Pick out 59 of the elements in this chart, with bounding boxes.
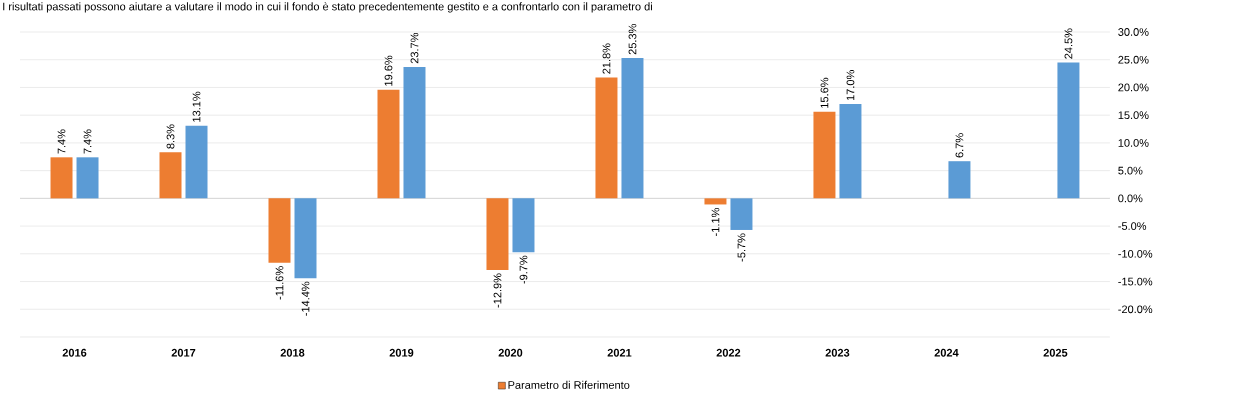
chart-title: I risultati passati possono aiutare a valutare il modo in cui il fondo è stato precedentemente gestito e a confrontarlo con il parametro di <box>3 2 652 13</box>
x-tick-label: 2020 <box>498 348 523 357</box>
bar <box>50 157 73 199</box>
x-tick-label: 2022 <box>716 348 741 357</box>
x-tick-label: 2025 <box>1043 348 1068 357</box>
data-label: -14.4% <box>301 281 310 316</box>
bar <box>512 198 535 253</box>
y-tick-label: 0.0% <box>1118 194 1143 203</box>
x-tick-label: 2018 <box>280 348 305 357</box>
x-tick-label: 2023 <box>825 348 850 357</box>
bar <box>268 198 291 263</box>
bar <box>294 198 317 279</box>
bar <box>839 104 862 199</box>
bar <box>377 89 400 199</box>
data-label: 23.7% <box>410 32 419 64</box>
x-tick-label: 2021 <box>607 348 632 357</box>
y-tick-label: 5.0% <box>1118 166 1143 175</box>
data-label: -12.9% <box>493 273 502 308</box>
data-label: -11.6% <box>275 266 284 300</box>
data-label: 15.6% <box>820 77 829 108</box>
y-tick-label: -20.0% <box>1118 305 1153 314</box>
data-label: 13.1% <box>192 91 201 122</box>
data-label: 24.5% <box>1064 28 1073 59</box>
bar <box>76 157 99 199</box>
y-tick-label: 15.0% <box>1118 111 1149 120</box>
data-label: 7.4% <box>83 129 92 154</box>
bar <box>595 77 618 199</box>
bar <box>813 111 836 199</box>
bar <box>185 125 208 199</box>
x-tick-label: 2024 <box>934 348 959 357</box>
legend-label: Parametro di Riferimento <box>508 380 630 389</box>
bar <box>159 152 182 199</box>
y-tick-label: 30.0% <box>1118 28 1149 36</box>
bar <box>621 58 644 199</box>
bar <box>704 198 727 205</box>
data-label: 25.3% <box>628 24 637 55</box>
data-label: 6.7% <box>955 133 964 158</box>
y-tick-label: -5.0% <box>1118 222 1147 230</box>
data-label: -1.1% <box>711 208 720 236</box>
y-tick-label: 25.0% <box>1118 55 1149 64</box>
data-label: 7.4% <box>57 129 66 154</box>
bar <box>948 161 971 199</box>
y-tick-label: 20.0% <box>1118 83 1149 92</box>
x-tick-label: 2019 <box>389 348 414 357</box>
bar <box>403 66 426 199</box>
data-label: 21.8% <box>602 43 611 74</box>
x-tick-label: 2016 <box>62 348 87 357</box>
data-label: -9.7% <box>519 255 528 284</box>
bar <box>486 198 509 270</box>
y-tick-label: 10.0% <box>1118 139 1149 147</box>
data-label: -5.7% <box>737 233 746 262</box>
data-label: 8.3% <box>166 124 175 149</box>
y-tick-label: -15.0% <box>1118 277 1153 286</box>
bar <box>730 198 753 230</box>
data-label: 17.0% <box>846 70 855 101</box>
bar <box>1057 62 1080 199</box>
data-label: 19.6% <box>384 55 393 86</box>
y-tick-label: -10.0% <box>1118 249 1153 258</box>
x-tick-label: 2017 <box>171 348 196 357</box>
